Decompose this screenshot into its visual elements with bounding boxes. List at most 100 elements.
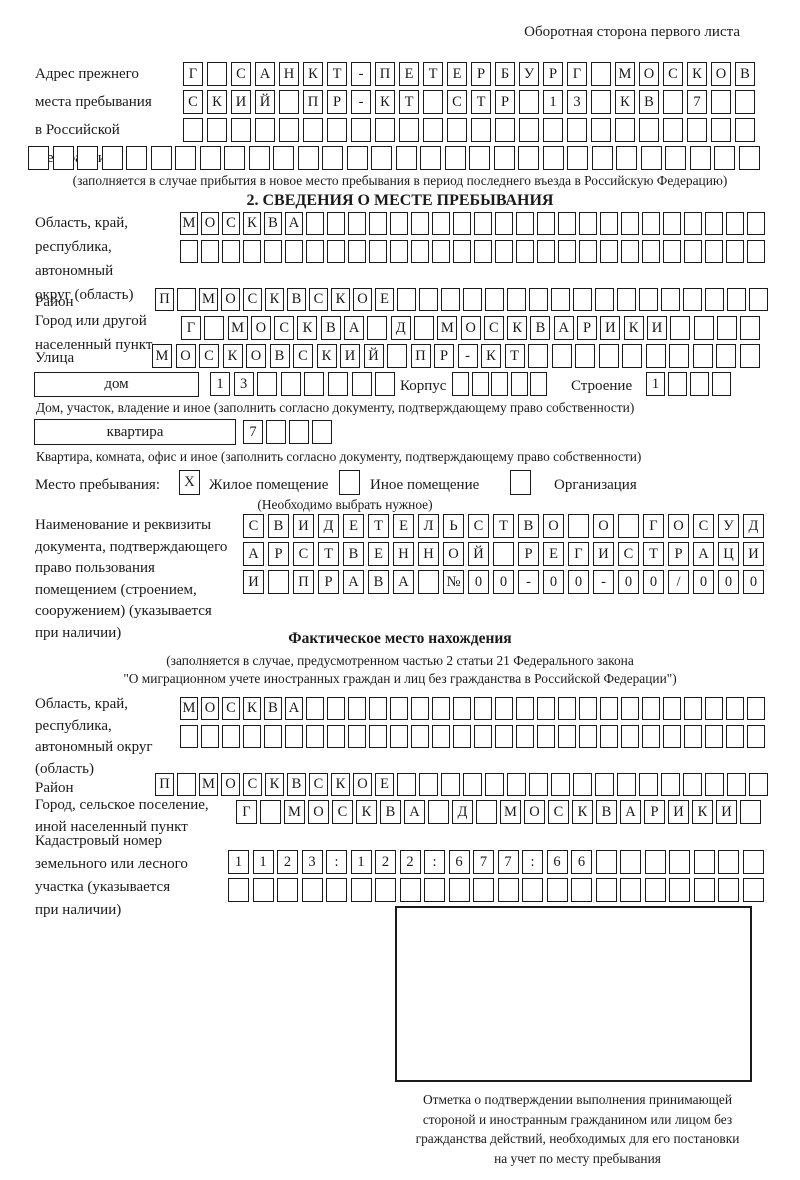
grid-cell[interactable] — [644, 850, 666, 874]
grid-cell[interactable] — [558, 725, 576, 748]
grid-cell[interactable]: И — [743, 542, 764, 566]
grid-cell[interactable] — [411, 212, 429, 235]
grid-cell[interactable] — [639, 773, 658, 796]
grid-cell[interactable] — [663, 212, 681, 235]
grid-cell[interactable] — [735, 90, 755, 114]
grid-cell[interactable]: А — [620, 800, 641, 824]
grid-cell[interactable]: 7 — [243, 420, 263, 444]
grid-cell[interactable] — [264, 240, 282, 263]
grid-cell[interactable] — [224, 146, 245, 170]
grid-cell[interactable] — [600, 697, 618, 720]
grid-cell[interactable]: Б — [495, 62, 515, 86]
grid-cell[interactable] — [264, 725, 282, 748]
grid-cell[interactable]: О — [543, 514, 564, 538]
grid-cell[interactable]: 7 — [497, 850, 519, 874]
grid-cell[interactable] — [663, 118, 683, 142]
grid-cell[interactable]: 7 — [473, 850, 494, 874]
grid-cell[interactable]: 1 — [210, 372, 230, 396]
grid-cell[interactable] — [441, 288, 460, 311]
grid-cell[interactable] — [615, 118, 635, 142]
grid-cell[interactable]: М — [152, 344, 172, 368]
grid-cell[interactable] — [620, 878, 641, 902]
grid-cell[interactable] — [397, 773, 416, 796]
grid-cell[interactable] — [177, 773, 196, 796]
grid-cell[interactable] — [616, 146, 637, 170]
grid-cell[interactable]: Д — [452, 800, 473, 824]
grid-cell[interactable] — [516, 697, 534, 720]
grid-cell[interactable]: В — [268, 514, 289, 538]
grid-cell[interactable] — [579, 725, 597, 748]
grid-cell[interactable] — [516, 212, 534, 235]
grid-cell[interactable]: 3 — [233, 372, 254, 396]
grid-cell[interactable]: К — [572, 800, 593, 824]
grid-cell[interactable] — [711, 90, 731, 114]
grid-cell[interactable] — [350, 878, 372, 902]
grid-cell[interactable]: Р — [543, 62, 563, 86]
grid-cell[interactable]: 0 — [693, 570, 714, 594]
grid-cell[interactable]: О — [460, 316, 481, 340]
grid-cell[interactable] — [642, 212, 660, 235]
grid-cell[interactable]: Ь — [443, 514, 464, 538]
grid-cell[interactable] — [669, 344, 689, 368]
grid-cell[interactable]: С — [693, 514, 714, 538]
grid-cell[interactable] — [693, 316, 714, 340]
grid-cell[interactable] — [507, 288, 526, 311]
grid-cell[interactable]: И — [668, 800, 689, 824]
grid-cell[interactable]: М — [227, 316, 248, 340]
grid-cell[interactable] — [742, 850, 764, 874]
grid-cell[interactable] — [507, 773, 526, 796]
grid-cell[interactable] — [183, 118, 203, 142]
grid-cell[interactable] — [312, 420, 332, 444]
grid-cell[interactable]: Е — [399, 62, 419, 86]
grid-cell[interactable] — [714, 146, 735, 170]
grid-cell[interactable] — [474, 212, 492, 235]
grid-cell[interactable] — [542, 146, 564, 170]
grid-cell[interactable] — [644, 878, 666, 902]
grid-cell[interactable] — [738, 146, 760, 170]
grid-cell[interactable] — [640, 146, 662, 170]
grid-cell[interactable] — [684, 212, 702, 235]
grid-cell[interactable]: О — [353, 773, 372, 796]
grid-cell[interactable] — [530, 372, 547, 396]
grid-cell[interactable]: 7 — [687, 90, 707, 114]
grid-cell[interactable] — [495, 240, 513, 263]
grid-cell[interactable] — [661, 773, 680, 796]
grid-cell[interactable] — [255, 118, 275, 142]
grid-cell[interactable]: М — [180, 697, 198, 720]
grid-cell[interactable]: Н — [279, 62, 299, 86]
grid-cell[interactable]: О — [246, 344, 266, 368]
grid-cell[interactable]: В — [518, 514, 539, 538]
grid-cell[interactable]: А — [243, 542, 264, 566]
grid-cell[interactable] — [268, 570, 289, 594]
grid-cell[interactable]: 1 — [543, 90, 563, 114]
grid-cell[interactable]: О — [308, 800, 329, 824]
grid-cell[interactable]: О — [668, 514, 689, 538]
grid-cell[interactable] — [348, 240, 366, 263]
grid-cell[interactable] — [424, 878, 445, 902]
grid-cell[interactable] — [474, 240, 492, 263]
grid-cell[interactable] — [448, 878, 470, 902]
grid-cell[interactable] — [399, 118, 419, 142]
grid-cell[interactable]: О — [221, 288, 240, 311]
grid-cell[interactable]: Й — [468, 542, 489, 566]
grid-cell[interactable]: С — [243, 514, 264, 538]
grid-cell[interactable] — [474, 725, 492, 748]
grid-cell[interactable] — [598, 344, 619, 368]
grid-cell[interactable]: Н — [418, 542, 439, 566]
grid-cell[interactable] — [369, 697, 387, 720]
grid-cell[interactable] — [687, 118, 707, 142]
grid-cell[interactable]: К — [375, 90, 395, 114]
grid-cell[interactable]: В — [639, 90, 659, 114]
grid-cell[interactable]: В — [287, 773, 306, 796]
grid-cell[interactable]: 2 — [399, 850, 421, 874]
grid-cell[interactable] — [579, 697, 597, 720]
grid-cell[interactable] — [537, 725, 555, 748]
grid-cell[interactable]: Т — [368, 514, 389, 538]
grid-cell[interactable] — [683, 288, 702, 311]
grid-cell[interactable]: - — [351, 62, 371, 86]
grid-cell[interactable]: 1 — [350, 850, 372, 874]
grid-cell[interactable] — [668, 372, 687, 396]
grid-cell[interactable]: Т — [493, 514, 514, 538]
grid-cell[interactable]: М — [437, 316, 458, 340]
grid-cell[interactable] — [228, 878, 249, 902]
